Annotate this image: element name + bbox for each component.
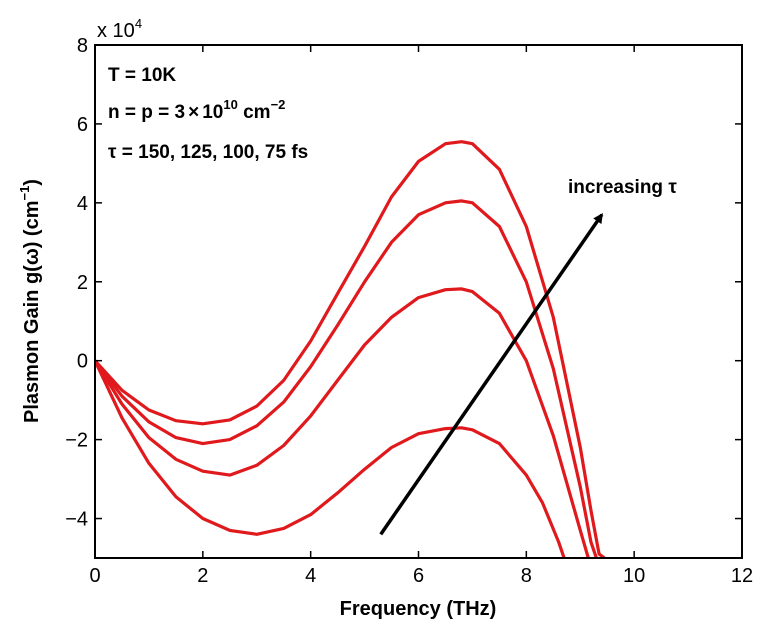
x-tick-label: 12 bbox=[731, 565, 753, 587]
annotation-tau-values: τ = 150, 125, 100, 75 fs bbox=[108, 142, 308, 163]
gain-curve-1 bbox=[95, 140, 606, 558]
x-tick-label: 6 bbox=[413, 565, 424, 587]
annotation-density: n = p = 3 × 1010 cm−2 bbox=[108, 97, 285, 123]
arrow-label: increasing τ bbox=[568, 177, 677, 198]
gain-curve-4 bbox=[95, 360, 566, 558]
y-tick-label: 0 bbox=[77, 351, 88, 373]
y-axis-ticks: −4 −2 0 2 4 6 8 bbox=[65, 35, 742, 531]
x-tick-label: 8 bbox=[521, 565, 532, 587]
x-axis-label: Frequency (THz) bbox=[340, 598, 497, 620]
increasing-tau-arrow bbox=[379, 213, 604, 536]
y-exponent: x 104 bbox=[97, 16, 142, 42]
y-tick-label: 6 bbox=[77, 114, 88, 136]
annotation-temperature: T = 10K bbox=[108, 65, 176, 86]
x-axis-ticks: 0 2 4 6 8 10 12 bbox=[89, 45, 753, 587]
y-tick-label: 8 bbox=[77, 35, 88, 57]
y-tick-label: 2 bbox=[77, 272, 88, 294]
gain-curve-2 bbox=[95, 199, 598, 558]
y-tick-label: 4 bbox=[77, 193, 88, 215]
curves bbox=[95, 140, 606, 558]
x-tick-label: 0 bbox=[89, 565, 100, 587]
y-tick-label: −2 bbox=[65, 430, 88, 452]
y-tick-label: −4 bbox=[65, 509, 88, 531]
x-tick-label: 4 bbox=[305, 565, 316, 587]
y-axis-label: Plasmon Gain g(ω) (cm−1) bbox=[17, 179, 43, 423]
x-tick-label: 10 bbox=[623, 565, 645, 587]
gain-curve-3 bbox=[95, 287, 590, 558]
x-tick-label: 2 bbox=[197, 565, 208, 587]
